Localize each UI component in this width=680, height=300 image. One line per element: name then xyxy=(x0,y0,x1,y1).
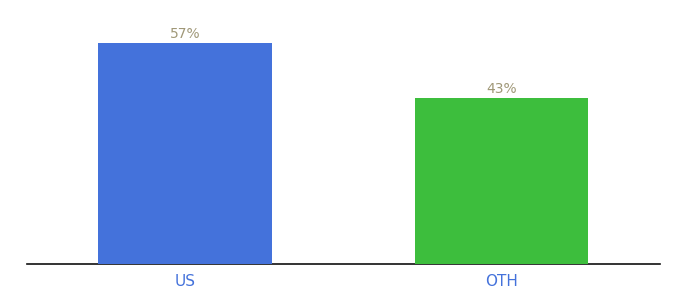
Bar xyxy=(415,98,588,264)
Text: 43%: 43% xyxy=(486,82,517,96)
Bar xyxy=(99,44,272,264)
Text: 57%: 57% xyxy=(170,27,201,41)
